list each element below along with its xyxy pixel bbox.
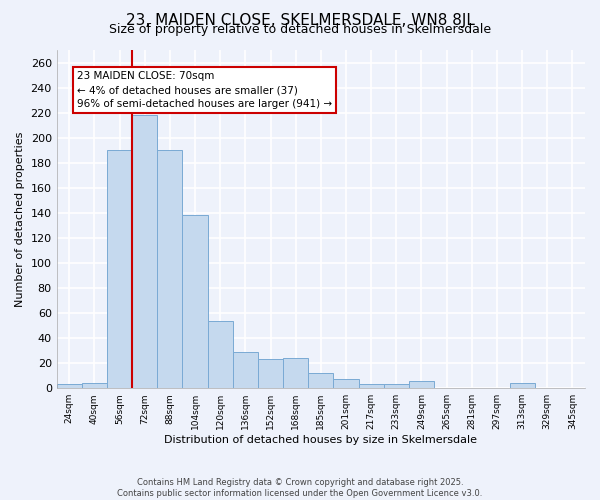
Text: Size of property relative to detached houses in Skelmersdale: Size of property relative to detached ho… xyxy=(109,22,491,36)
Bar xyxy=(82,383,107,388)
Text: Contains HM Land Registry data © Crown copyright and database right 2025.
Contai: Contains HM Land Registry data © Crown c… xyxy=(118,478,482,498)
Bar xyxy=(56,384,82,388)
Bar xyxy=(107,150,132,388)
Bar xyxy=(509,383,535,388)
Bar xyxy=(359,384,384,388)
Text: 23, MAIDEN CLOSE, SKELMERSDALE, WN8 8JL: 23, MAIDEN CLOSE, SKELMERSDALE, WN8 8JL xyxy=(125,12,475,28)
Bar xyxy=(308,373,334,388)
Y-axis label: Number of detached properties: Number of detached properties xyxy=(15,132,25,307)
Bar xyxy=(409,380,434,388)
Bar xyxy=(258,360,283,388)
Bar xyxy=(208,320,233,388)
Bar xyxy=(157,150,182,388)
Bar xyxy=(283,358,308,388)
Bar xyxy=(334,380,359,388)
Bar xyxy=(384,384,409,388)
Text: 23 MAIDEN CLOSE: 70sqm
← 4% of detached houses are smaller (37)
96% of semi-deta: 23 MAIDEN CLOSE: 70sqm ← 4% of detached … xyxy=(77,72,332,110)
Bar xyxy=(182,216,208,388)
Bar xyxy=(233,352,258,388)
X-axis label: Distribution of detached houses by size in Skelmersdale: Distribution of detached houses by size … xyxy=(164,435,478,445)
Bar xyxy=(132,115,157,388)
